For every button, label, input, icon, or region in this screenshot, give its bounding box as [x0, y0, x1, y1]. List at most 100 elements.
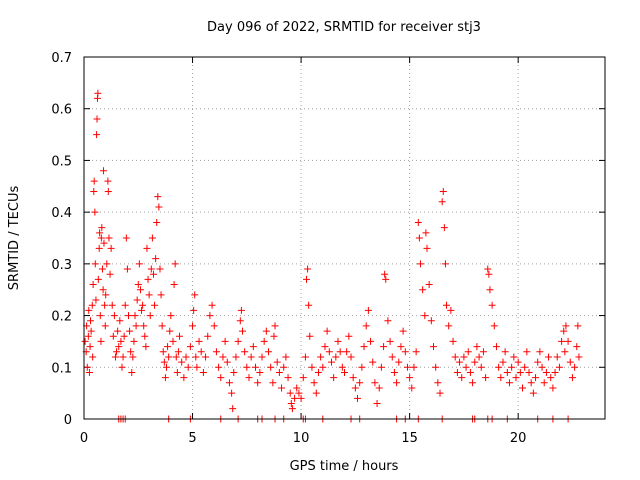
- data-point: [497, 374, 505, 382]
- data-point: [284, 374, 292, 382]
- data-point: [486, 286, 494, 294]
- data-point: [132, 322, 140, 330]
- data-point: [460, 353, 468, 361]
- data-point: [555, 363, 563, 371]
- data-point: [321, 343, 329, 351]
- data-point: [115, 343, 123, 351]
- data-point: [145, 291, 153, 299]
- data-point: [425, 281, 433, 289]
- data-point: [449, 337, 457, 345]
- data-point: [221, 337, 229, 345]
- data-point: [341, 368, 348, 376]
- data-point: [167, 312, 175, 320]
- data-point: [430, 343, 438, 351]
- data-point: [384, 317, 392, 325]
- data-point: [87, 327, 95, 335]
- data-point: [90, 177, 98, 185]
- data-point: [88, 301, 96, 309]
- data-point: [87, 317, 95, 325]
- data-point: [310, 379, 318, 387]
- data-point: [245, 374, 253, 382]
- x-tick-label: 20: [510, 431, 527, 446]
- data-point: [174, 348, 182, 356]
- data-point: [397, 343, 405, 351]
- data-point: [267, 363, 275, 371]
- data-point: [380, 343, 388, 351]
- y-axis-label: SRMTID / TECUs: [7, 186, 22, 291]
- data-point: [104, 177, 112, 185]
- data-point: [94, 275, 102, 283]
- data-point: [83, 363, 91, 371]
- data-point: [92, 296, 100, 304]
- data-point: [162, 363, 170, 371]
- data-point: [199, 368, 207, 376]
- data-point: [312, 389, 320, 397]
- data-point: [262, 327, 270, 335]
- data-point: [153, 218, 161, 226]
- data-point: [265, 348, 273, 356]
- data-point: [571, 363, 579, 371]
- data-point: [295, 389, 303, 397]
- data-point: [238, 327, 246, 335]
- data-point: [540, 379, 548, 387]
- data-point: [485, 270, 493, 278]
- x-tick-label: 0: [80, 431, 88, 446]
- data-point: [510, 353, 518, 361]
- data-point: [536, 348, 544, 356]
- data-point: [566, 358, 574, 366]
- data-point: [527, 379, 535, 387]
- data-point: [436, 389, 444, 397]
- data-point: [549, 384, 557, 392]
- data-point: [210, 322, 218, 330]
- data-point: [319, 363, 327, 371]
- data-point: [94, 89, 102, 97]
- data-point: [529, 389, 537, 397]
- data-point: [135, 260, 143, 268]
- data-point: [111, 353, 119, 361]
- data-point: [96, 229, 104, 237]
- data-point: [134, 281, 142, 289]
- data-point: [140, 322, 148, 330]
- data-point: [561, 348, 569, 356]
- data-point: [445, 322, 453, 330]
- data-point: [416, 260, 424, 268]
- data-point: [503, 368, 511, 376]
- y-tick-label: 0.4: [51, 206, 72, 221]
- data-point: [308, 363, 316, 371]
- data-point: [399, 327, 407, 335]
- data-point: [237, 306, 245, 314]
- data-point: [390, 368, 398, 376]
- data-point: [258, 353, 266, 361]
- data-point: [551, 368, 559, 376]
- data-point: [317, 353, 325, 361]
- data-point: [107, 244, 115, 252]
- data-point: [495, 363, 503, 371]
- data-point: [81, 337, 89, 345]
- data-point: [469, 379, 477, 387]
- data-point: [172, 353, 180, 361]
- data-point: [347, 353, 355, 361]
- y-tick-label: 0: [64, 413, 72, 428]
- data-point: [421, 312, 429, 320]
- x-tick-label: 15: [401, 431, 418, 446]
- data-point: [91, 260, 99, 268]
- data-point: [406, 374, 414, 382]
- data-point: [161, 374, 169, 382]
- data-point: [466, 368, 474, 376]
- chart-title: Day 096 of 2022, SRMTID for receiver stj…: [207, 20, 481, 35]
- data-point: [126, 327, 134, 335]
- data-point: [197, 348, 205, 356]
- data-point: [367, 337, 375, 345]
- data-point: [97, 337, 105, 345]
- data-point: [176, 332, 184, 340]
- data-point: [354, 394, 362, 402]
- data-point: [116, 317, 124, 325]
- data-point: [336, 348, 344, 356]
- data-point: [456, 358, 464, 366]
- data-point: [447, 306, 455, 314]
- data-point: [157, 291, 165, 299]
- data-point: [229, 405, 237, 413]
- data-point: [249, 343, 257, 351]
- data-point: [393, 379, 401, 387]
